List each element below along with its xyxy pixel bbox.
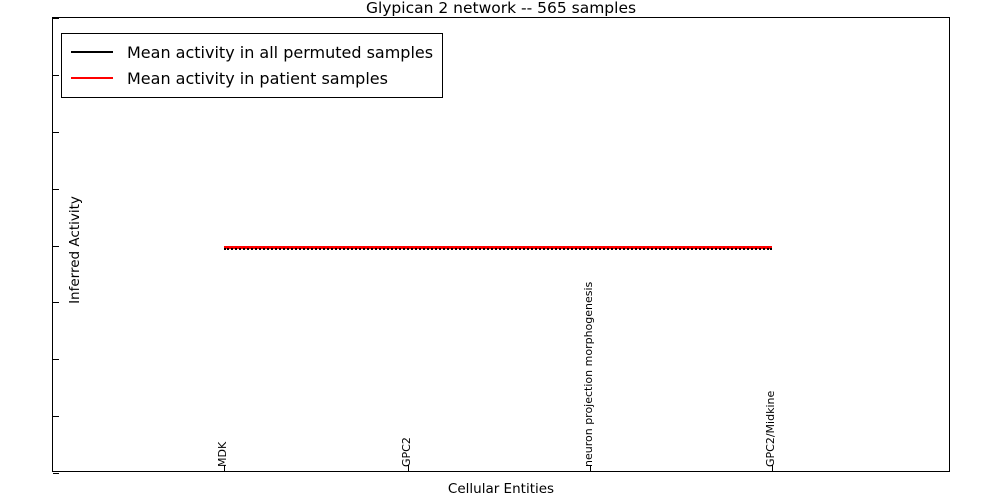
- legend-label-permuted: Mean activity in all permuted samples: [127, 42, 434, 62]
- x-tick-mark: [408, 465, 409, 471]
- x-tick-mark: [772, 465, 773, 471]
- x-tick-mark: [590, 465, 591, 471]
- y-tick-mark: [53, 416, 59, 418]
- plot-axes: Inferred Activity 4 3 2 1 0 −1 −2 −3 −4 …: [52, 17, 950, 474]
- y-tick-mark: [53, 74, 59, 76]
- series-line-mean-activity-permuted-samples: [224, 247, 772, 250]
- series-line-mean-activity-patient-samples: [224, 245, 772, 249]
- legend-label-patient: Mean activity in patient samples: [127, 68, 388, 88]
- y-tick-mark: [53, 188, 59, 190]
- chart-legend[interactable]: Mean activity in all permuted samples Me…: [61, 33, 444, 98]
- legend-swatch-black-line-icon: [71, 51, 113, 53]
- y-tick-mark: [53, 245, 59, 247]
- legend-entry-patient: Mean activity in patient samples: [71, 65, 433, 91]
- x-tick-mark: [224, 465, 225, 471]
- y-tick-mark: [53, 359, 59, 361]
- legend-entry-permuted: Mean activity in all permuted samples: [71, 39, 433, 65]
- y-tick-mark: [53, 18, 59, 19]
- x-axis-label: Cellular Entities: [447, 481, 555, 497]
- y-tick-mark: [53, 131, 59, 133]
- legend-swatch-red-line-icon: [71, 77, 113, 79]
- y-tick-mark: [53, 473, 59, 474]
- y-tick-mark: [53, 302, 59, 304]
- plot-data-area: [53, 18, 949, 471]
- chart-title: Glypican 2 network -- 565 samples: [365, 0, 637, 17]
